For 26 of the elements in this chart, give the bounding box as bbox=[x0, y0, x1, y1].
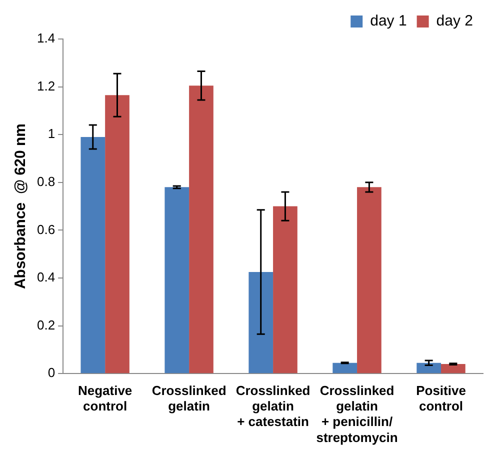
bar bbox=[332, 362, 358, 374]
x-tick-label: Crosslinked gelatin + catestatin bbox=[236, 382, 310, 430]
y-tick-label: 0.8 bbox=[36, 174, 56, 189]
y-tick-label: 0.4 bbox=[36, 270, 56, 285]
legend-label: day 1 bbox=[370, 12, 407, 30]
bar bbox=[357, 187, 382, 374]
bar bbox=[441, 364, 466, 374]
bar bbox=[248, 272, 274, 374]
bar bbox=[273, 206, 298, 374]
bar bbox=[80, 136, 106, 374]
bar bbox=[189, 86, 214, 374]
bar bbox=[164, 187, 190, 374]
x-tick-label: Crosslinked gelatin + penicillin/ streptomycin bbox=[316, 382, 398, 445]
bar bbox=[416, 362, 442, 374]
y-tick-label: 1.2 bbox=[36, 78, 56, 94]
y-tick-label: 1 bbox=[48, 126, 56, 142]
x-tick-label: Negative control bbox=[78, 382, 132, 414]
y-tick-label: 0.2 bbox=[36, 317, 56, 332]
y-tick-label: 0.6 bbox=[36, 222, 56, 237]
legend-label: day 2 bbox=[436, 12, 474, 30]
y-tick-label: 1.4 bbox=[36, 30, 56, 46]
y-tick-label: 0 bbox=[48, 365, 56, 380]
x-tick-label: Positive control bbox=[416, 382, 466, 414]
x-tick-label: Crosslinked gelatin bbox=[152, 382, 226, 414]
y-axis-title: Absorbance @ 620 nm bbox=[12, 124, 30, 290]
bar bbox=[105, 95, 130, 374]
